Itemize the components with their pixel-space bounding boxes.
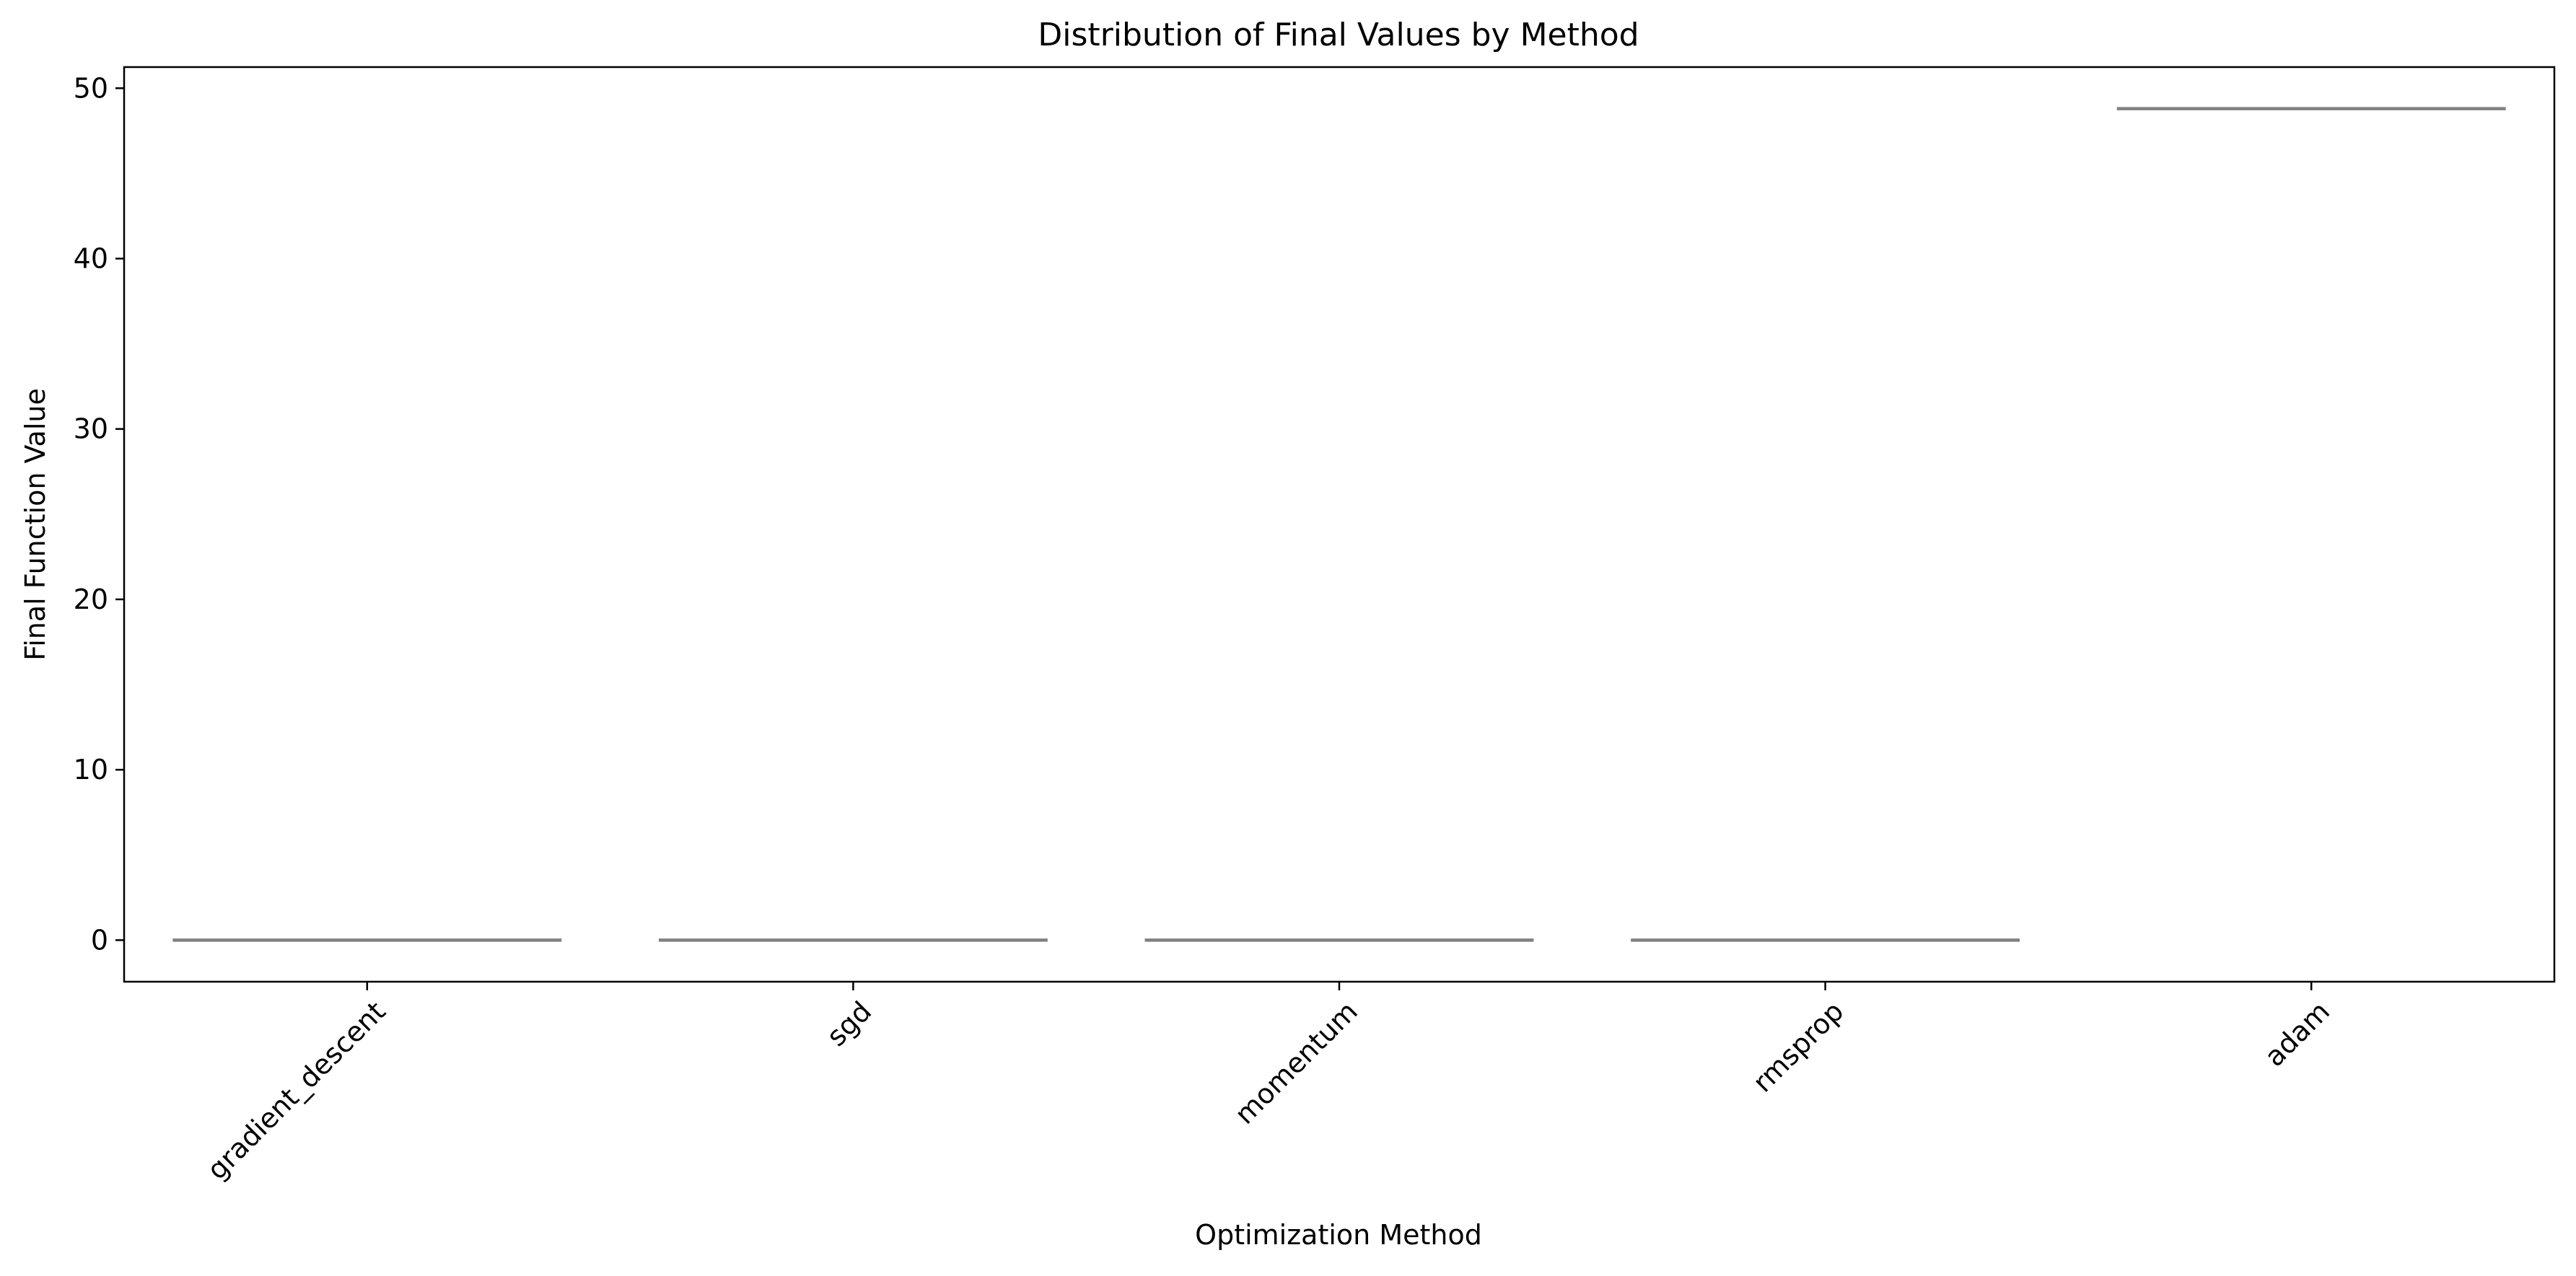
axes-frame <box>123 66 2556 983</box>
x-tick-label: gradient_descent <box>201 995 392 1186</box>
y-axis: 0 10 20 30 40 50 <box>74 72 124 956</box>
x-tick-label: momentum <box>1229 995 1364 1130</box>
y-tick-label: 50 <box>74 72 108 104</box>
x-tick-label: rmsprop <box>1747 995 1850 1099</box>
chart-title: Distribution of Final Values by Method <box>1038 17 1639 53</box>
plot-area <box>172 107 2506 942</box>
y-axis-label: Final Function Value <box>19 388 51 661</box>
y-tick-label: 40 <box>74 243 108 275</box>
x-tick-label: sgd <box>820 995 877 1052</box>
y-tick-label: 20 <box>74 584 108 615</box>
x-tick-label: adam <box>2259 995 2336 1073</box>
x-axis: gradient_descent sgd momentum rmsprop adam <box>201 982 2336 1186</box>
x-axis-label: Optimization Method <box>1195 1219 1482 1251</box>
y-tick-label: 10 <box>74 754 108 786</box>
y-tick-label: 30 <box>74 413 108 445</box>
y-tick-label: 0 <box>91 924 108 956</box>
